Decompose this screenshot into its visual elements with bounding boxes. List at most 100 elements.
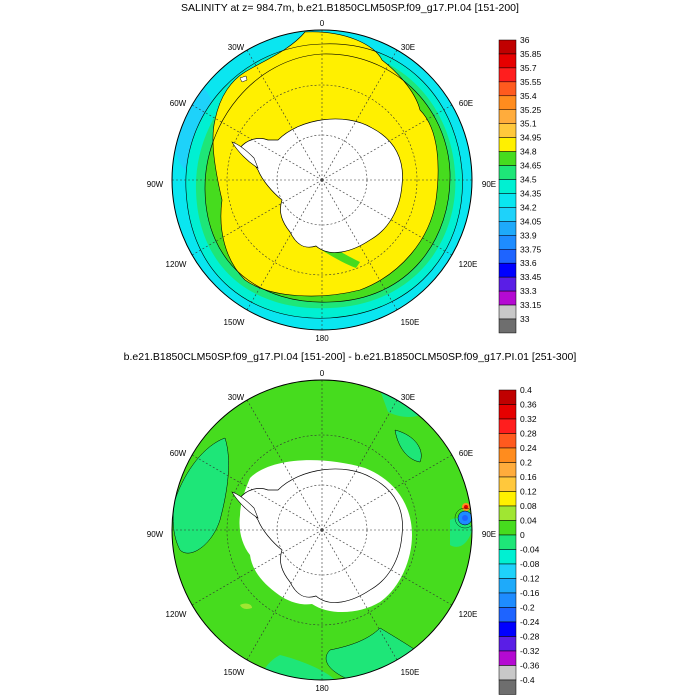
colorbar-box (498, 137, 517, 152)
map-title: SALINITY at z= 984.7m, b.e21.B1850CLM50S… (181, 2, 519, 14)
lon-label: 150E (401, 668, 420, 677)
colorbar-label: -0.16 (520, 588, 540, 598)
colorbar-label: 34.35 (520, 188, 542, 198)
colorbar-box (498, 404, 517, 420)
salinity-polar-map (171, 29, 473, 331)
colorbar-label: 0.32 (520, 414, 537, 424)
colorbar-box (498, 318, 517, 334)
colorbar-box (498, 650, 517, 666)
longitude-labels: 0 30E 60E 90E 120E 150E 180 150W 120W 90… (147, 19, 496, 343)
lon-label: 0 (320, 19, 325, 28)
colorbar-label: 34.95 (520, 133, 542, 143)
map-boundary (171, 379, 473, 681)
colorbar-label: -0.4 (520, 675, 535, 685)
colorbar-box (498, 447, 517, 463)
lon-label: 180 (315, 684, 329, 693)
lon-label: 60W (170, 449, 187, 458)
colorbar-label: 35.85 (520, 49, 542, 59)
colorbar-box (498, 462, 517, 478)
colorbar-label: 33.9 (520, 230, 537, 240)
colorbar-box (498, 665, 517, 681)
difference-colorbar: 0.4 0.36 0.32 0.28 0.24 0.2 0.16 0.12 0.08 0.04 0 -… (498, 385, 540, 695)
colorbar-box (498, 491, 517, 507)
colorbar-box (498, 165, 517, 180)
colorbar-label: 33.6 (520, 258, 537, 268)
colorbar-label: 35.7 (520, 63, 537, 73)
lon-label: 30E (401, 393, 415, 402)
lon-label: 60E (459, 99, 473, 108)
colorbar-box (498, 534, 517, 550)
difference-map-title: b.e21.B1850CLM50SP.f09_g17.PI.04 [151-20… (123, 351, 577, 363)
colorbar-box (498, 592, 517, 608)
colorbar-label: 35.4 (520, 91, 537, 101)
colorbar-box (498, 207, 517, 222)
colorbar-box (498, 67, 517, 83)
colorbar-box (498, 193, 517, 208)
colorbar-label: 0.2 (520, 458, 532, 468)
colorbar-box (498, 563, 517, 579)
colorbar-label: 34.05 (520, 216, 542, 226)
colorbar-label: 33.15 (520, 300, 542, 310)
colorbar-label: 0.04 (520, 516, 537, 526)
lon-label: 150E (401, 318, 420, 327)
map-boundary (171, 29, 473, 331)
salinity-colorbar: 36 35.85 35.7 35.55 35.4 35.25 35.1 34.95 34.8 34… (498, 35, 542, 334)
colorbar-box (498, 123, 517, 138)
colorbar-label: 0.12 (520, 487, 537, 497)
lon-label: 30W (228, 43, 245, 52)
lon-label: 60W (170, 99, 187, 108)
colorbar-box (498, 578, 517, 594)
colorbar-box (498, 418, 517, 434)
colorbar-label: -0.04 (520, 545, 540, 555)
colorbar-label: -0.12 (520, 574, 540, 584)
colorbar-label: -0.28 (520, 632, 540, 642)
colorbar-box (498, 151, 517, 166)
lon-label: 90E (482, 530, 496, 539)
colorbar-label: 0.24 (520, 443, 537, 453)
colorbar-label: -0.32 (520, 646, 540, 656)
colorbar-box (498, 505, 517, 521)
lon-label: 90W (147, 530, 164, 539)
colorbar-label: 0 (520, 530, 525, 540)
colorbar-label: -0.36 (520, 661, 540, 671)
colorbar-box (498, 95, 517, 111)
lon-label: 120E (459, 260, 478, 269)
colorbar-label: 33 (520, 314, 530, 324)
colorbar-label: 0.16 (520, 472, 537, 482)
colorbar-label: 0.4 (520, 385, 532, 395)
lon-label: 0 (320, 369, 325, 378)
colorbar-box (498, 81, 517, 97)
colorbar-label: 35.55 (520, 77, 542, 87)
colorbar-label: 35.25 (520, 105, 542, 115)
difference-patch-west (173, 438, 229, 554)
lon-label: 150W (224, 668, 245, 677)
colorbar-box (498, 109, 517, 124)
colorbar-box (498, 389, 517, 405)
colorbar-label: -0.2 (520, 603, 535, 613)
lon-label: 30W (228, 393, 245, 402)
colorbar-box (498, 549, 517, 565)
colorbar-box (498, 221, 517, 236)
colorbar-label: 35.1 (520, 119, 537, 129)
colorbar-box (498, 476, 517, 492)
lon-label: 150W (224, 318, 245, 327)
colorbar-label: 0.36 (520, 400, 537, 410)
colorbar-label: 34.65 (520, 161, 542, 171)
colorbar-label: 33.45 (520, 272, 542, 282)
colorbar-label: 34.8 (520, 147, 537, 157)
lon-label: 180 (315, 334, 329, 343)
colorbar-label: 34.5 (520, 175, 537, 185)
difference-polar-map (171, 379, 473, 681)
colorbar-box (498, 276, 517, 292)
lon-label: 60E (459, 449, 473, 458)
colorbar-label: 0.28 (520, 429, 537, 439)
colorbar-box (498, 607, 517, 623)
colorbar-box (498, 39, 517, 55)
colorbar-box (498, 249, 517, 264)
colorbar-label: 33.3 (520, 286, 537, 296)
longitude-labels: 0 30E 60E 90E 120E 150E 180 150W 120W 90… (147, 369, 496, 693)
colorbar-box (498, 621, 517, 637)
colorbar-box (498, 290, 517, 306)
colorbar-box (498, 235, 517, 250)
